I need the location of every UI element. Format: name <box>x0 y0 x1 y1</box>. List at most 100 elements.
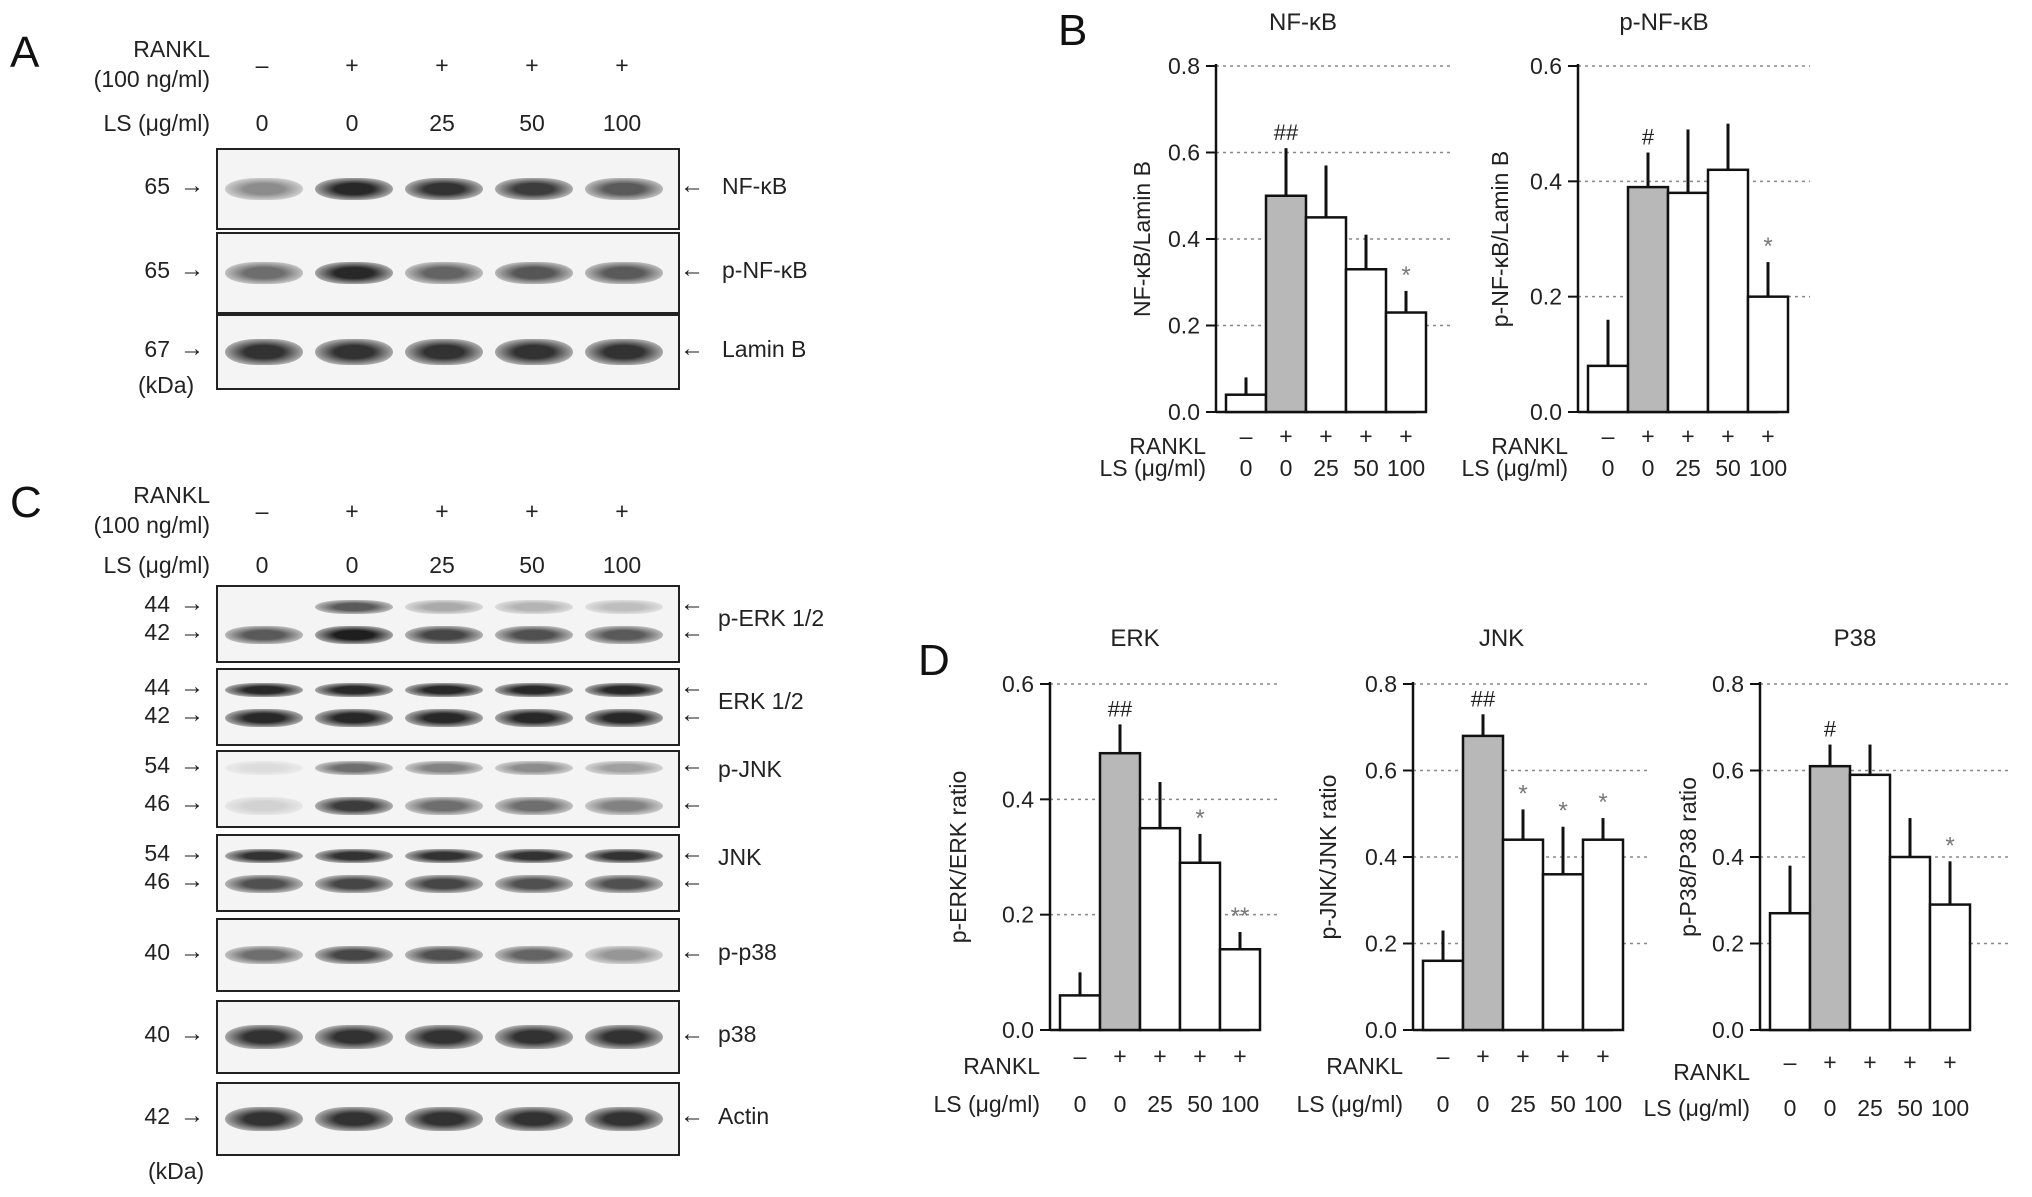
marker-arrow-icon: → <box>180 751 204 778</box>
western-blot-band <box>315 1025 393 1049</box>
rankl-axis-label: RANKL <box>963 1053 1040 1079</box>
band-arrow-icon: ← <box>680 867 704 894</box>
western-blot-band <box>225 1107 303 1131</box>
bar <box>1178 861 1222 1032</box>
ls-dose: 0 <box>1240 455 1253 481</box>
bar-chart-b-left: NF-κB 0.0 0.2 0.4 0.6 0.8 NF-κB/Lamin B – 0 ## +0 +… <box>1099 9 1450 481</box>
band-arrow-icon: ← <box>680 673 704 700</box>
bar <box>1541 873 1585 1032</box>
western-blot-band <box>495 875 573 893</box>
bar <box>1264 194 1308 414</box>
panel-c-rankl-sign: + <box>345 498 359 524</box>
rankl-sign: – <box>1437 1043 1450 1069</box>
western-blot-band <box>585 1107 663 1131</box>
bar <box>1058 994 1102 1032</box>
western-blot-band <box>315 262 393 284</box>
panel-a-rankl-sign: – <box>255 52 269 78</box>
rankl-axis-label: RANKL <box>1326 1053 1403 1079</box>
rankl-sign: + <box>1943 1049 1956 1075</box>
protein-label: JNK <box>718 844 762 870</box>
molecular-weight-label: 46 <box>144 868 170 894</box>
western-blot <box>216 232 680 314</box>
ls-dose: 100 <box>1221 1091 1259 1117</box>
western-blot <box>216 314 680 390</box>
western-blot-band <box>405 339 483 365</box>
molecular-weight-label: 44 <box>144 674 170 700</box>
y-tick-label: 0.0 <box>1530 399 1562 425</box>
ls-axis-label: LS (μg/ml) <box>933 1091 1040 1117</box>
molecular-weight-label: 42 <box>144 702 170 728</box>
marker-arrow-icon: → <box>180 1102 204 1129</box>
y-axis-label: p-JNK/JNK ratio <box>1315 775 1341 940</box>
ls-dose: 50 <box>1897 1095 1923 1121</box>
western-blot <box>216 750 680 828</box>
western-blot-band <box>495 1025 573 1049</box>
rankl-sign: + <box>1279 423 1292 449</box>
protein-label: p-ERK 1/2 <box>718 605 825 631</box>
bar-chart-d-erk: ERK 0.0 0.2 0.4 0.6 p-ERK/ERK ratio – 0 ## +0 +25 *… <box>933 625 1280 1117</box>
panel-c-kda: (kDa) <box>148 1158 205 1184</box>
band-arrow-icon: ← <box>680 701 704 728</box>
ls-axis-label: LS (μg/ml) <box>1099 455 1206 481</box>
molecular-weight-label: 65 <box>144 257 170 283</box>
y-tick-label: 0.4 <box>1365 844 1397 870</box>
rankl-sign: + <box>1153 1043 1166 1069</box>
panel-a-ls-dose: 100 <box>602 110 642 136</box>
panel-a-ls-dose: 0 <box>345 110 359 136</box>
western-blot-band <box>405 1025 483 1049</box>
rankl-sign: + <box>1556 1043 1569 1069</box>
panel-a-kda: (kDa) <box>138 372 195 398</box>
marker-arrow-icon: → <box>180 867 204 894</box>
western-blot <box>216 585 680 663</box>
western-blot-band <box>585 178 663 200</box>
western-blot-band <box>315 600 393 614</box>
bar <box>1138 826 1182 1032</box>
ls-dose: 0 <box>1437 1091 1450 1117</box>
rankl-sign: + <box>1596 1043 1609 1069</box>
y-tick-label: 0.6 <box>1168 140 1200 166</box>
bar <box>1666 191 1710 414</box>
protein-label: Actin <box>718 1103 770 1129</box>
y-tick-label: 0.4 <box>1712 844 1744 870</box>
western-blot-band <box>495 797 573 815</box>
band-arrow-icon: ← <box>680 839 704 866</box>
western-blot-band <box>315 626 393 644</box>
ls-dose: 0 <box>1280 455 1293 481</box>
rankl-sign: – <box>1240 423 1253 449</box>
western-blot-band <box>315 709 393 727</box>
panel-c-rankl-label: RANKL <box>133 482 210 508</box>
molecular-weight-label: 42 <box>144 619 170 645</box>
y-tick-label: 0.2 <box>1530 284 1562 310</box>
chart-title: JNK <box>1479 625 1524 652</box>
bar <box>1706 168 1750 414</box>
y-tick-label: 0.4 <box>1002 786 1034 812</box>
panel-c-rankl-sign: + <box>615 498 629 524</box>
bar-chart-b-right: p-NF-κB 0.0 0.2 0.4 0.6 p-NF-κB/Lamin B – 0 # +0 +… <box>1461 9 1810 481</box>
western-blot-band <box>585 339 663 365</box>
molecular-weight-label: 40 <box>144 1021 170 1047</box>
y-tick-label: 0.4 <box>1530 168 1562 194</box>
protein-label: p38 <box>718 1021 757 1047</box>
significance-annotation: * <box>1195 805 1204 832</box>
western-blot <box>216 1082 680 1156</box>
ls-dose: 100 <box>1931 1095 1969 1121</box>
panel-a-rankl-sign: + <box>345 52 359 78</box>
panel-a-rankl-label: RANKL <box>133 36 210 62</box>
western-blot-band <box>315 797 393 815</box>
western-blot-band <box>585 1025 663 1049</box>
rankl-sign: – <box>1074 1043 1087 1069</box>
y-tick-label: 0.6 <box>1365 758 1397 784</box>
western-blot-band <box>405 178 483 200</box>
panel-c-ls-dose: 100 <box>602 552 642 578</box>
panel-c-rankl-sign: – <box>255 498 269 524</box>
bar <box>1501 838 1545 1032</box>
significance-annotation: * <box>1598 789 1607 816</box>
marker-arrow-icon: → <box>180 590 204 617</box>
western-blot-band <box>585 849 663 863</box>
y-axis-label: p-ERK/ERK ratio <box>945 771 971 944</box>
protein-label: p-p38 <box>718 939 777 965</box>
bar <box>1586 364 1630 414</box>
bar <box>1746 295 1790 414</box>
western-blot-band <box>225 709 303 727</box>
